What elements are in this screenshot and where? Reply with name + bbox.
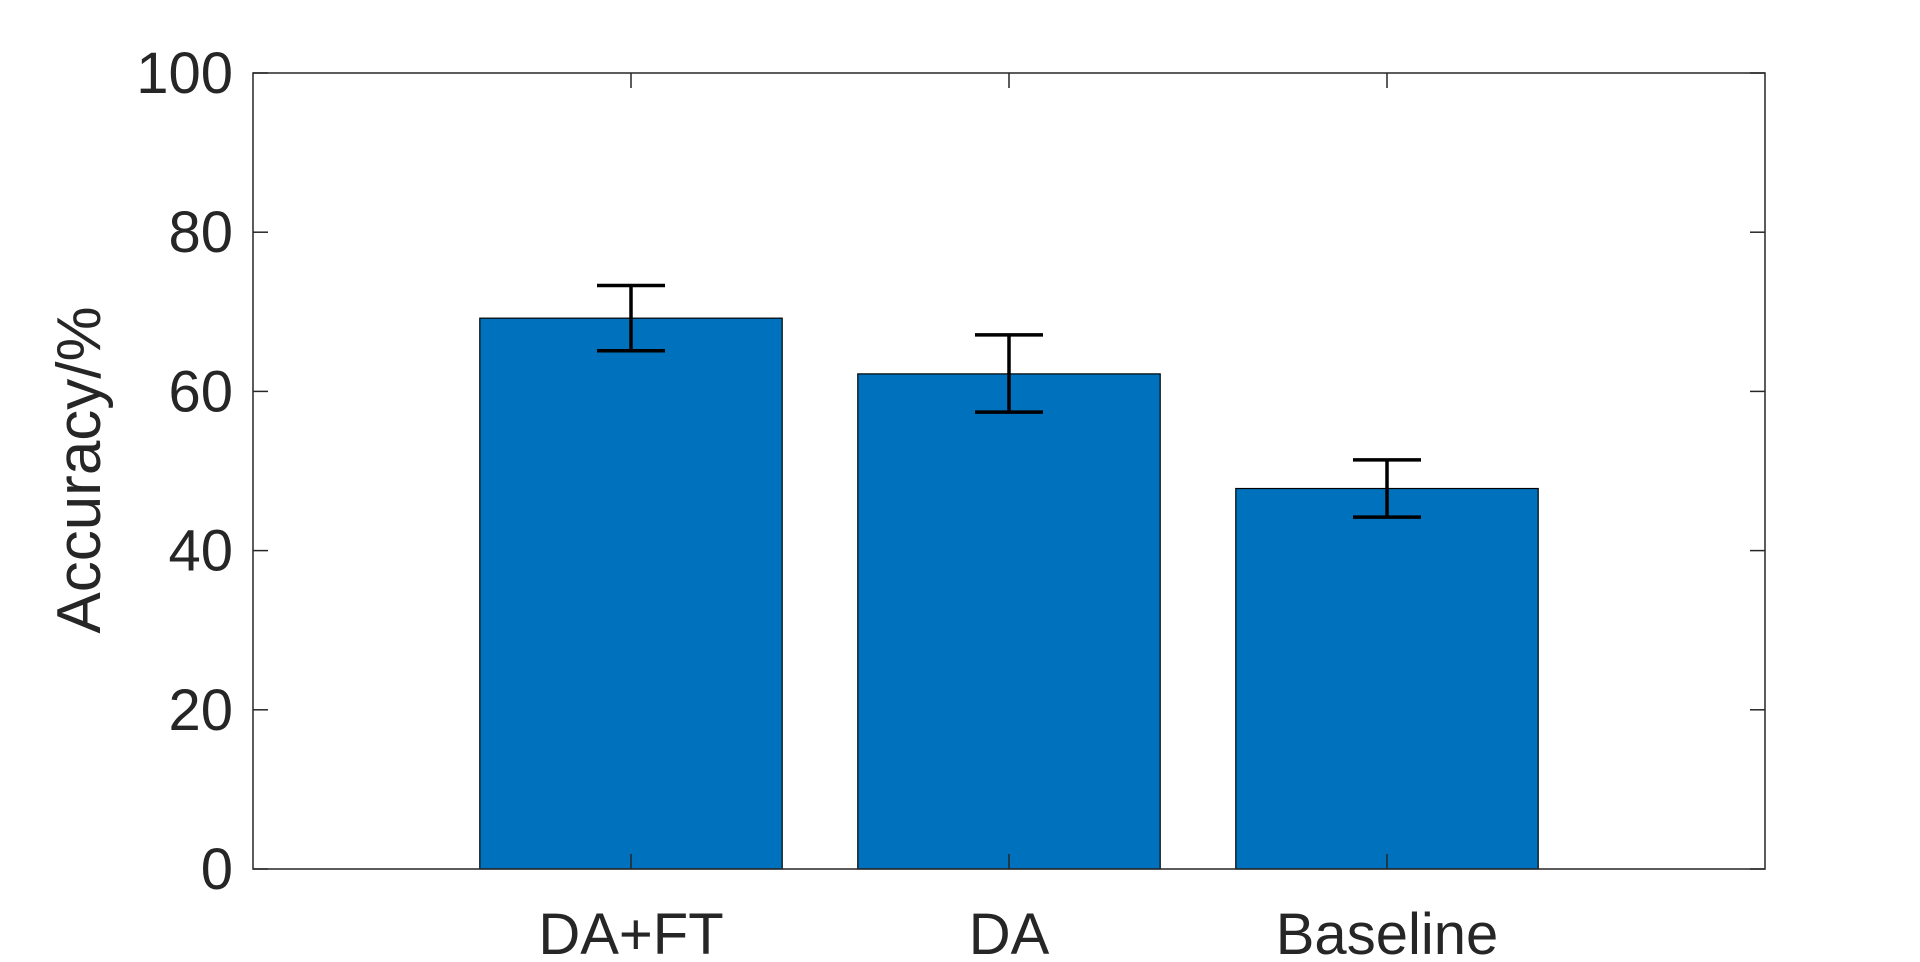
error-bars-layer [597,283,1421,519]
error-bar-da [975,333,1043,414]
error-bar-baseline [1353,458,1421,519]
y-tick-label: 0 [201,837,233,902]
bars-layer [479,317,1539,870]
x-tick-labels: DA+FT DA Baseline [538,902,1498,962]
y-tick-label: 20 [168,678,233,743]
y-tick-label: 100 [136,41,233,106]
y-tick-label: 40 [168,519,233,584]
error-bar-da-ft [597,283,665,353]
y-axis-label: Accuracy/% [45,306,114,633]
x-tick-label: Baseline [1276,902,1498,962]
x-tick-label: DA+FT [538,902,723,962]
ticks-layer [253,72,1765,870]
bar-da-ft [479,317,783,870]
x-tick-label: DA [969,902,1050,962]
bar-da [857,373,1161,870]
bar-baseline [1235,487,1539,870]
y-tick-labels: 0 20 40 60 80 100 [136,41,233,902]
y-tick-label: 80 [168,200,233,265]
y-tick-label: 60 [168,359,233,424]
